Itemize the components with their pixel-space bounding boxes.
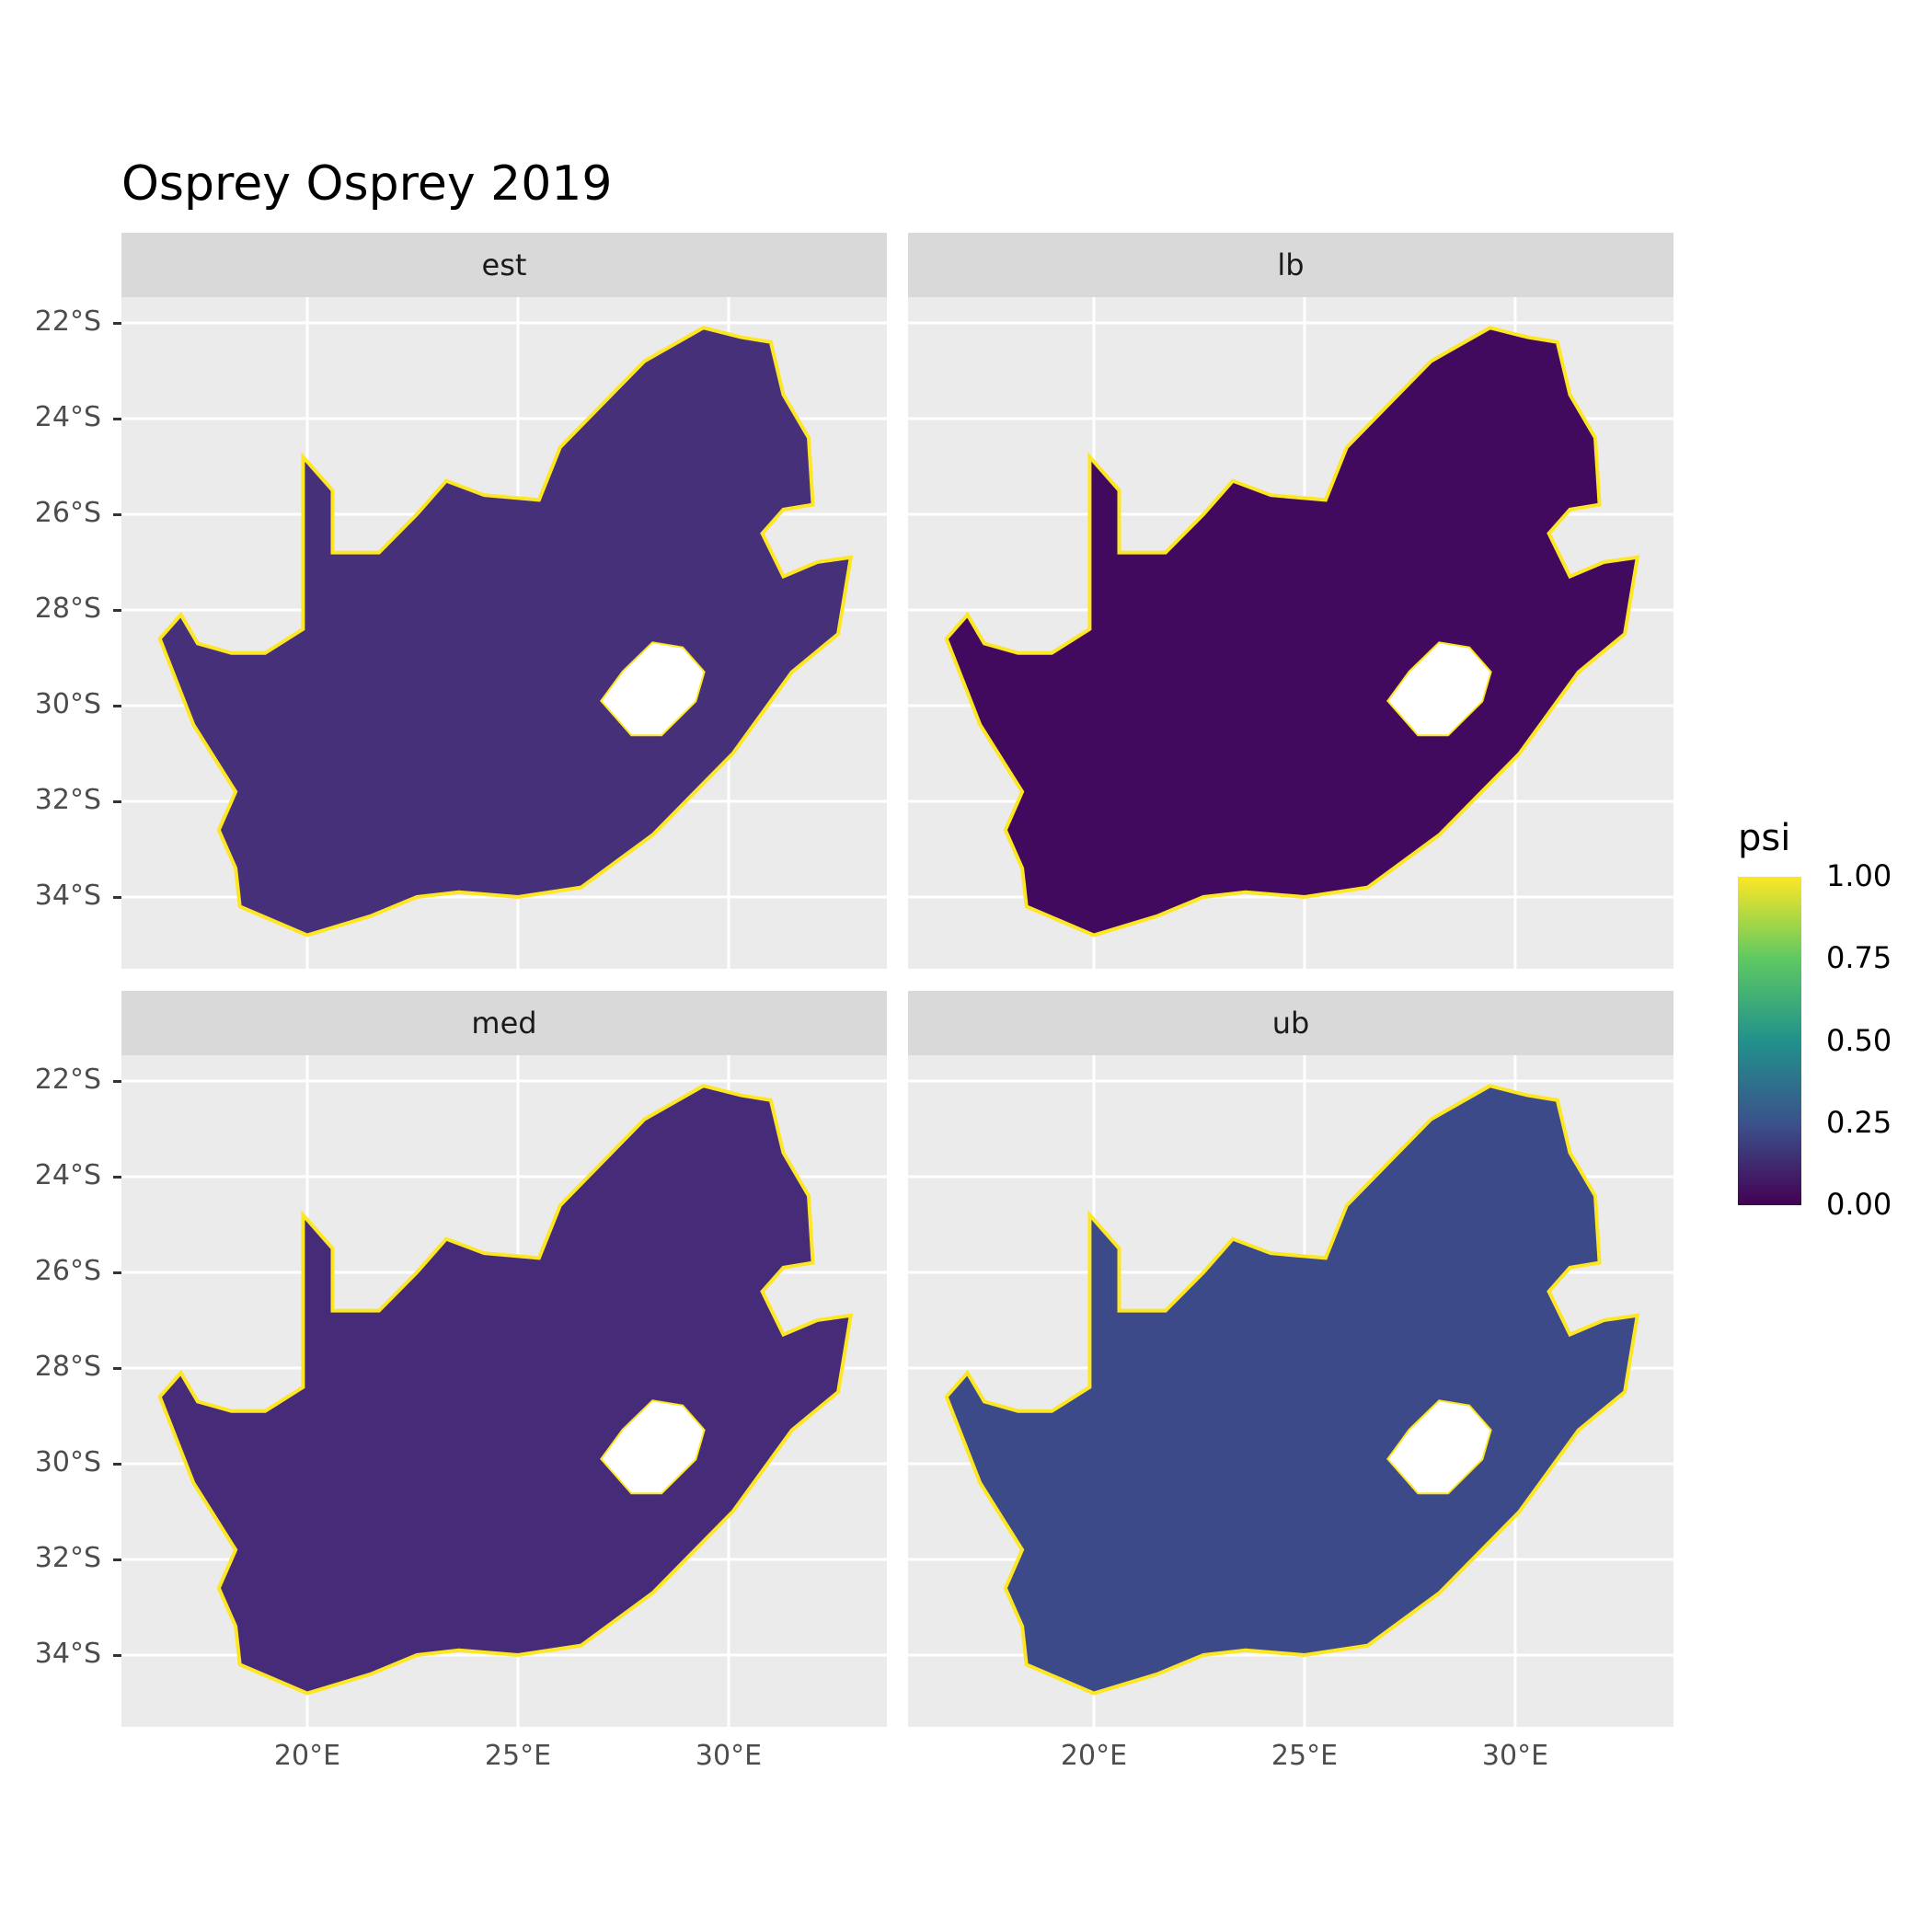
facet-strip-ub: ub bbox=[908, 991, 1673, 1055]
x-tick-label: 20°E bbox=[1060, 1740, 1128, 1772]
x-tick-label: 30°E bbox=[695, 1740, 763, 1772]
y-tick-label: 28°S bbox=[34, 592, 101, 625]
y-tick-label: 24°S bbox=[34, 401, 101, 433]
y-tick-label: 34°S bbox=[34, 1638, 101, 1670]
y-tick-label: 26°S bbox=[34, 1255, 101, 1287]
x-tick-label: 25°E bbox=[1271, 1740, 1339, 1772]
y-tick bbox=[113, 513, 121, 516]
legend-label: 0.00 bbox=[1826, 1187, 1892, 1222]
y-tick-label: 28°S bbox=[34, 1351, 101, 1383]
legend-title: psi bbox=[1738, 817, 1791, 859]
y-tick-label: 24°S bbox=[34, 1159, 101, 1191]
y-tick bbox=[113, 1080, 121, 1083]
y-tick-label: 22°S bbox=[34, 305, 101, 338]
y-tick bbox=[113, 1176, 121, 1179]
lesotho-hole bbox=[1388, 1401, 1490, 1493]
y-tick-label: 22°S bbox=[34, 1064, 101, 1096]
plot-title: Osprey Osprey 2019 bbox=[121, 156, 613, 212]
map-panel-med bbox=[121, 1055, 887, 1727]
x-tick-label: 25°E bbox=[484, 1740, 552, 1772]
y-tick bbox=[113, 1367, 121, 1370]
y-tick-label: 34°S bbox=[34, 880, 101, 912]
facet-strip-med: med bbox=[121, 991, 887, 1055]
y-tick bbox=[113, 418, 121, 420]
y-tick-label: 30°S bbox=[34, 688, 101, 720]
y-tick bbox=[113, 1654, 121, 1657]
x-tick-label: 30°E bbox=[1481, 1740, 1549, 1772]
lesotho-hole bbox=[1388, 643, 1490, 735]
y-tick-label: 26°S bbox=[34, 497, 101, 529]
country-raster bbox=[944, 326, 1640, 937]
legend-label: 0.50 bbox=[1826, 1022, 1892, 1058]
y-tick bbox=[113, 896, 121, 899]
map-panel-ub bbox=[908, 1055, 1673, 1727]
y-tick bbox=[113, 705, 121, 707]
y-tick-label: 32°S bbox=[34, 784, 101, 816]
lesotho-hole bbox=[602, 643, 704, 735]
map-panel-est bbox=[121, 297, 887, 969]
legend-label: 0.25 bbox=[1826, 1104, 1892, 1140]
legend-label: 1.00 bbox=[1826, 858, 1892, 893]
colorbar bbox=[1738, 877, 1801, 1205]
x-tick-label: 20°E bbox=[273, 1740, 341, 1772]
legend-label: 0.75 bbox=[1826, 940, 1892, 976]
y-tick bbox=[113, 1558, 121, 1561]
y-tick-label: 32°S bbox=[34, 1542, 101, 1574]
lesotho-hole bbox=[602, 1401, 704, 1493]
y-tick bbox=[113, 1463, 121, 1466]
y-tick bbox=[113, 322, 121, 325]
map-panel-lb bbox=[908, 297, 1673, 969]
y-tick bbox=[113, 609, 121, 612]
facet-strip-lb: lb bbox=[908, 233, 1673, 297]
facet-strip-est: est bbox=[121, 233, 887, 297]
y-tick bbox=[113, 1271, 121, 1274]
y-tick-label: 30°S bbox=[34, 1446, 101, 1478]
y-tick bbox=[113, 800, 121, 803]
